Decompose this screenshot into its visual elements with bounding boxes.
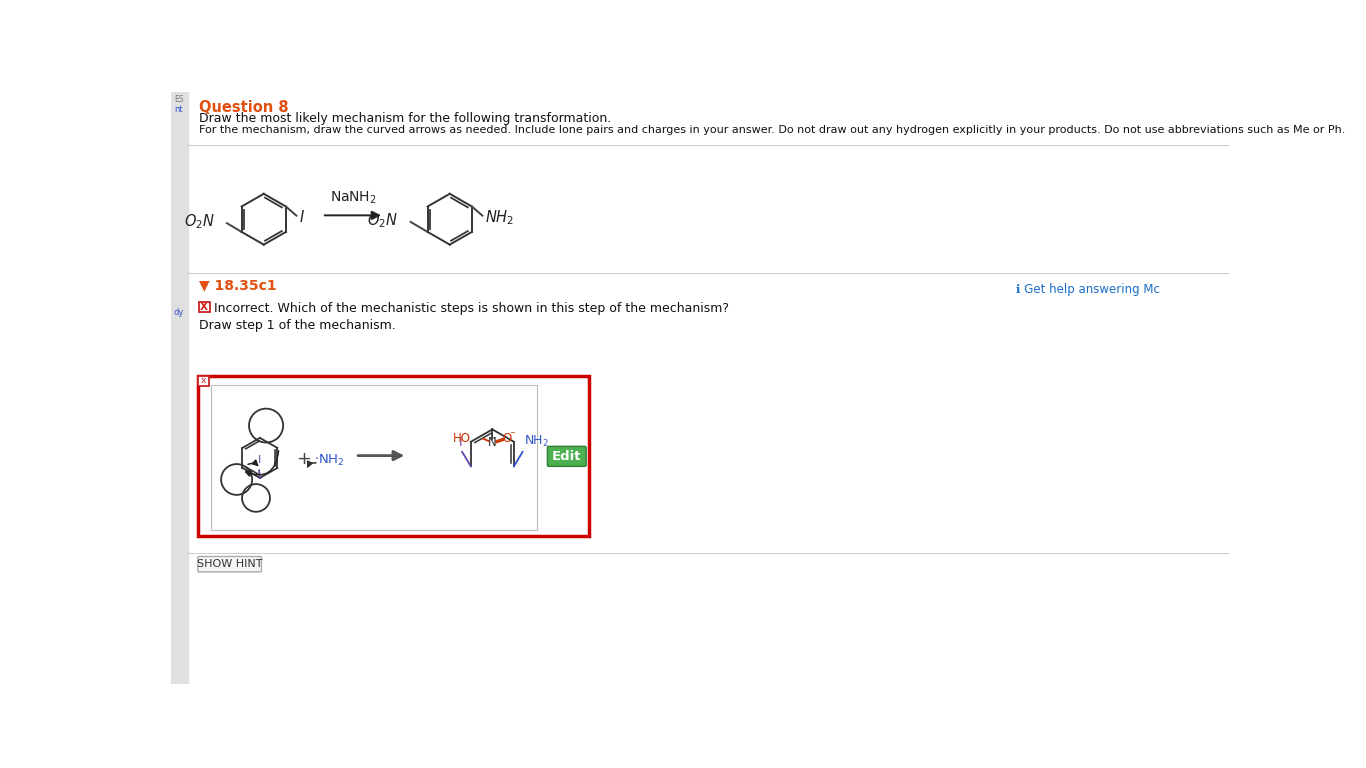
Text: Draw step 1 of the mechanism.: Draw step 1 of the mechanism. (198, 319, 395, 333)
Text: $\cdot$: $\cdot$ (490, 429, 496, 444)
Bar (171, 92, 187, 684)
Text: O: O (503, 432, 512, 445)
Text: $NH_2$: $NH_2$ (485, 209, 514, 227)
Text: SHOW HINT: SHOW HINT (197, 559, 262, 569)
Text: ▼ 18.35c1: ▼ 18.35c1 (198, 279, 276, 293)
Text: $O_2N$: $O_2N$ (183, 212, 214, 231)
FancyArrowPatch shape (246, 451, 279, 476)
Text: Draw the most likely mechanism for the following transformation.: Draw the most likely mechanism for the f… (198, 112, 611, 125)
Text: Incorrect. Which of the mechanistic steps is shown in this step of the mechanism: Incorrect. Which of the mechanistic step… (214, 302, 729, 315)
Text: X: X (199, 302, 208, 312)
Text: x: x (201, 376, 206, 386)
Text: $\cdot$NH$_2$: $\cdot$NH$_2$ (314, 452, 344, 468)
Text: NH$_2$: NH$_2$ (525, 434, 549, 449)
Text: +: + (296, 450, 311, 468)
FancyBboxPatch shape (548, 446, 586, 466)
Text: HO: HO (452, 432, 471, 445)
Text: NaNH$_2$: NaNH$_2$ (329, 190, 376, 206)
Text: I: I (459, 435, 462, 449)
Text: ℹ Get help answering Mc: ℹ Get help answering Mc (1015, 283, 1160, 296)
Bar (212, 385, 537, 529)
FancyArrowPatch shape (307, 462, 316, 467)
Text: ES: ES (173, 95, 183, 104)
FancyArrowPatch shape (249, 460, 258, 465)
Text: For the mechanism, draw the curved arrows as needed. Include lone pairs and char: For the mechanism, draw the curved arrow… (198, 125, 1346, 135)
Text: $^-$: $^-$ (508, 430, 516, 440)
Bar (198, 376, 209, 386)
Bar (198, 376, 589, 536)
Text: Question 8: Question 8 (198, 100, 288, 115)
Text: nt: nt (173, 105, 183, 114)
Text: I: I (257, 455, 261, 465)
Text: dy: dy (173, 308, 184, 316)
Text: $I$: $I$ (299, 209, 305, 225)
Text: $O_2N$: $O_2N$ (367, 211, 398, 230)
FancyBboxPatch shape (198, 557, 261, 572)
Text: Edit: Edit (552, 450, 582, 463)
Bar (198, 302, 209, 313)
Text: N: N (488, 436, 497, 449)
